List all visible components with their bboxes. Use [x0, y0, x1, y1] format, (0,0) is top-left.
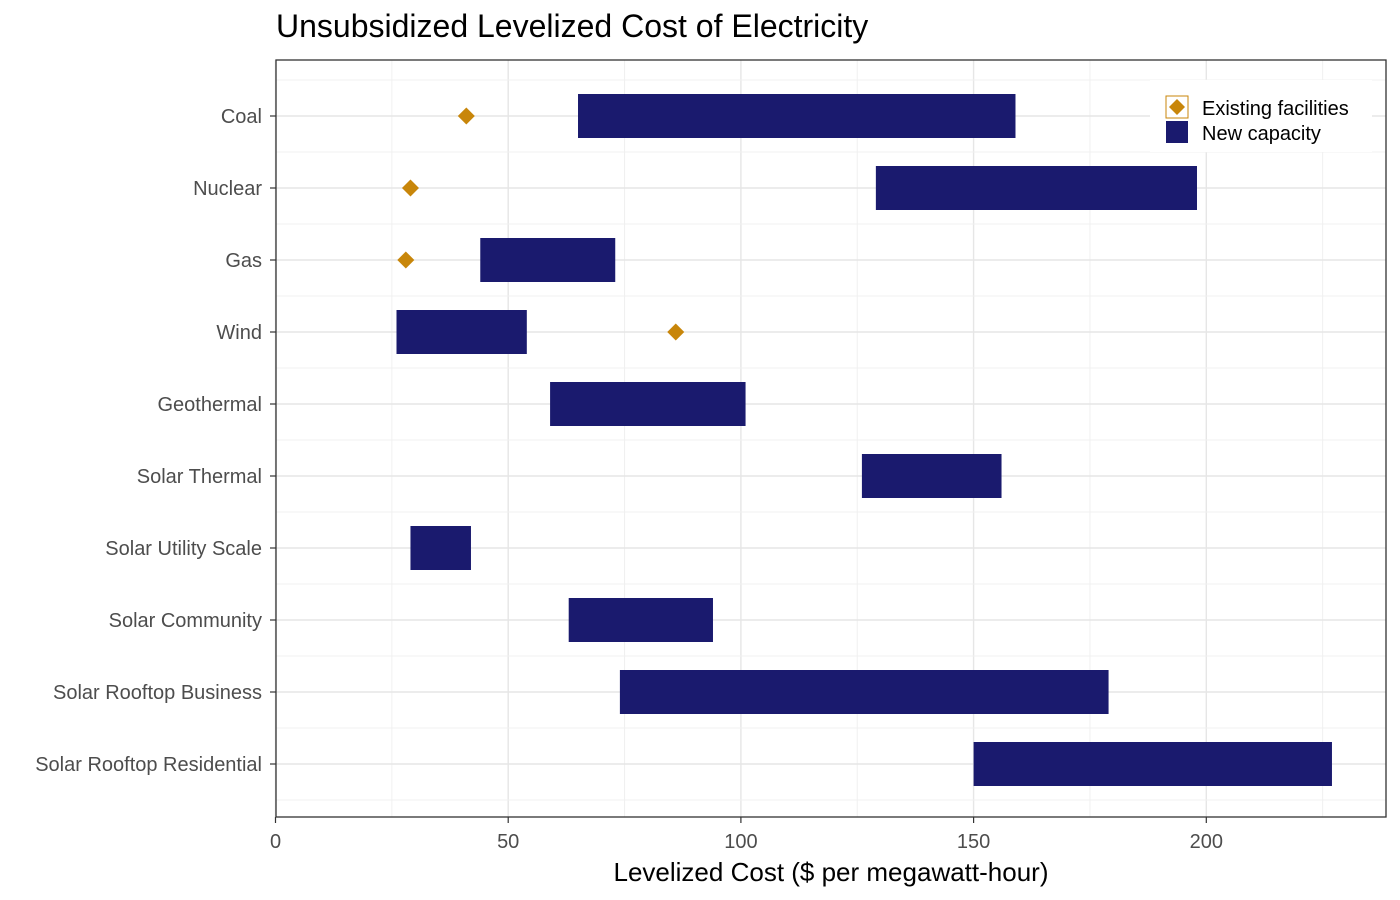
axis-ticks: Coal Nuclear Gas Wind Geothermal Solar Therma… — [35, 106, 1223, 853]
y-tick-label: Gas — [225, 250, 262, 272]
point-wind — [667, 323, 685, 341]
x-tick-label: 0 — [270, 831, 281, 853]
chart-title: Unsubsidized Levelized Cost of Electrici… — [276, 8, 869, 44]
y-tick-label: Wind — [216, 322, 262, 344]
existing-points — [397, 107, 685, 341]
point-gas — [397, 251, 415, 269]
x-tick-label: 50 — [497, 831, 519, 853]
bar-coal — [578, 94, 1016, 138]
y-tick-label: Solar Rooftop Residential — [35, 754, 262, 776]
bar-gas — [480, 238, 616, 282]
x-tick-label: 100 — [724, 831, 757, 853]
y-tick-label: Nuclear — [193, 178, 262, 200]
legend-diamond-icon — [1169, 99, 1185, 115]
bar-wind — [396, 310, 527, 354]
legend: Existing facilities New capacity — [1150, 80, 1372, 152]
x-tick-label: 150 — [957, 831, 990, 853]
plot-border — [275, 59, 1387, 818]
y-tick-label: Geothermal — [158, 394, 263, 416]
legend-label-existing: Existing facilities — [1202, 98, 1349, 120]
range-bars — [396, 94, 1332, 786]
y-tick-label: Solar Thermal — [137, 466, 262, 488]
legend-key-new — [1166, 121, 1188, 143]
bar-solar-thermal — [861, 454, 1002, 498]
bar-nuclear — [875, 166, 1197, 210]
bar-geothermal — [550, 382, 746, 426]
x-tick-label: 200 — [1190, 831, 1223, 853]
point-nuclear — [401, 179, 419, 197]
legend-label-new: New capacity — [1202, 123, 1321, 145]
x-axis-title: Levelized Cost ($ per megawatt-hour) — [614, 857, 1049, 887]
y-tick-label: Coal — [221, 106, 262, 128]
y-tick-label: Solar Community — [109, 610, 262, 632]
bar-solar-utility-scale — [410, 526, 471, 570]
point-coal — [457, 107, 475, 125]
bar-solar-rooftop-residential — [973, 742, 1332, 786]
y-tick-label: Solar Rooftop Business — [53, 682, 262, 704]
bar-solar-community — [568, 598, 713, 642]
y-tick-label: Solar Utility Scale — [105, 538, 262, 560]
bar-solar-rooftop-business — [619, 670, 1109, 714]
